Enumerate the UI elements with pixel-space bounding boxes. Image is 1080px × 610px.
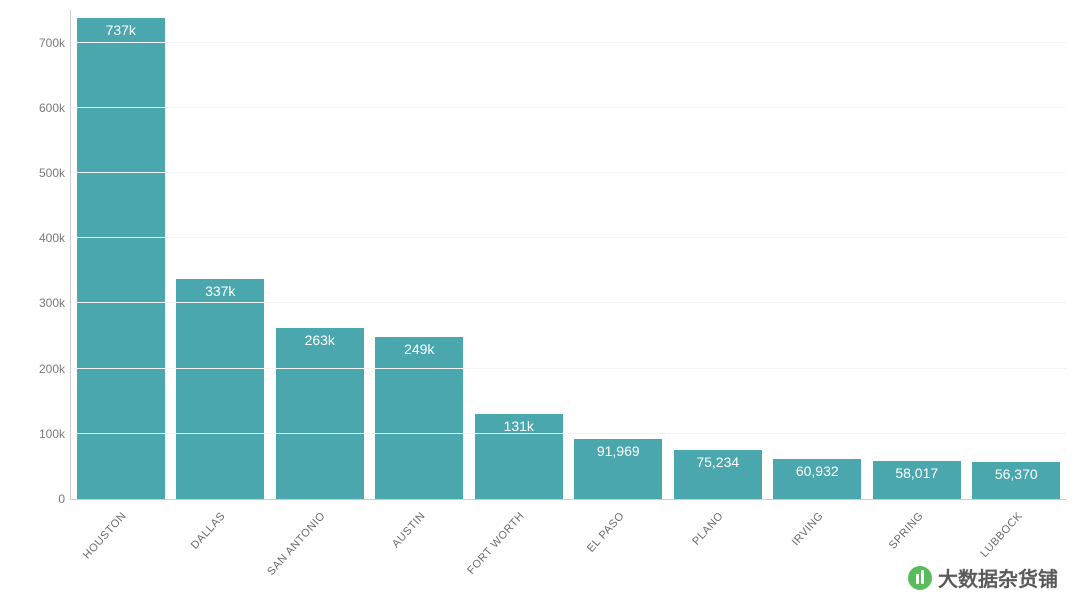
bar-slot: 337k xyxy=(171,10,271,499)
x-tick-label: LUBBOCK xyxy=(979,510,1025,560)
x-tick-label: HOUSTON xyxy=(81,510,129,561)
plot-area: 737k 337k 263k 249k 131k 91,969 75,234 60,932 58… xyxy=(70,10,1066,500)
x-label-slot: AUSTIN xyxy=(369,504,469,604)
bar-slot: 263k xyxy=(270,10,370,499)
bar-irving[interactable]: 60,932 xyxy=(773,459,861,499)
watermark: 大数据杂货铺 xyxy=(908,563,1058,592)
bar-value-label: 60,932 xyxy=(773,463,861,479)
bar-fort-worth[interactable]: 131k xyxy=(475,414,563,499)
bar-value-label: 58,017 xyxy=(873,465,961,481)
bar-slot: 91,969 xyxy=(569,10,669,499)
x-tick-label: DALLAS xyxy=(189,510,228,552)
y-tick-label: 400k xyxy=(39,231,71,245)
gridline xyxy=(71,107,1066,108)
x-tick-label: FORT WORTH xyxy=(465,510,527,577)
wechat-icon xyxy=(908,566,932,590)
y-tick-label: 100k xyxy=(39,427,71,441)
gridline xyxy=(71,368,1066,369)
bar-value-label: 91,969 xyxy=(574,443,662,459)
x-tick-label: SPRING xyxy=(886,510,925,552)
y-tick-label: 500k xyxy=(39,166,71,180)
gridline xyxy=(71,433,1066,434)
bar-value-label: 249k xyxy=(375,341,463,357)
x-tick-label: SAN ANTONIO xyxy=(265,510,328,578)
bar-value-label: 56,370 xyxy=(972,466,1060,482)
bar-spring[interactable]: 58,017 xyxy=(873,461,961,499)
bar-slot: 737k xyxy=(71,10,171,499)
bar-value-label: 131k xyxy=(475,418,563,434)
bar-value-label: 337k xyxy=(176,283,264,299)
y-tick-label: 600k xyxy=(39,101,71,115)
gridline xyxy=(71,42,1066,43)
bar-houston[interactable]: 737k xyxy=(77,18,165,499)
y-tick-label: 200k xyxy=(39,362,71,376)
bar-lubbock[interactable]: 56,370 xyxy=(972,462,1060,499)
bar-el-paso[interactable]: 91,969 xyxy=(574,439,662,499)
bars-container: 737k 337k 263k 249k 131k 91,969 75,234 60,932 58… xyxy=(71,10,1066,499)
x-tick-label: PLANO xyxy=(691,510,727,548)
bar-slot: 75,234 xyxy=(668,10,768,499)
bar-chart: 737k 337k 263k 249k 131k 91,969 75,234 60,932 58… xyxy=(28,10,1066,600)
x-label-slot: SAN ANTONIO xyxy=(269,504,369,604)
x-tick-label: EL PASO xyxy=(585,510,627,555)
bar-slot: 58,017 xyxy=(867,10,967,499)
x-label-slot: HOUSTON xyxy=(70,504,170,604)
bar-value-label: 263k xyxy=(276,332,364,348)
x-tick-label: IRVING xyxy=(790,510,826,548)
x-label-slot: PLANO xyxy=(668,504,768,604)
watermark-text: 大数据杂货铺 xyxy=(938,563,1058,592)
gridline xyxy=(71,237,1066,238)
bar-value-label: 75,234 xyxy=(674,454,762,470)
bar-slot: 60,932 xyxy=(768,10,868,499)
x-label-slot: DALLAS xyxy=(170,504,270,604)
x-label-slot: EL PASO xyxy=(568,504,668,604)
bar-plano[interactable]: 75,234 xyxy=(674,450,762,499)
bar-dallas[interactable]: 337k xyxy=(176,279,264,499)
x-tick-label: AUSTIN xyxy=(390,510,428,550)
bar-san-antonio[interactable]: 263k xyxy=(276,328,364,499)
bar-slot: 131k xyxy=(469,10,569,499)
bar-slot: 56,370 xyxy=(967,10,1067,499)
y-tick-label: 700k xyxy=(39,36,71,50)
x-label-slot: FORT WORTH xyxy=(468,504,568,604)
y-tick-label: 300k xyxy=(39,296,71,310)
gridline xyxy=(71,302,1066,303)
bar-austin[interactable]: 249k xyxy=(375,337,463,499)
x-label-slot: IRVING xyxy=(767,504,867,604)
bar-value-label: 737k xyxy=(77,22,165,38)
bar-slot: 249k xyxy=(370,10,470,499)
gridline xyxy=(71,172,1066,173)
